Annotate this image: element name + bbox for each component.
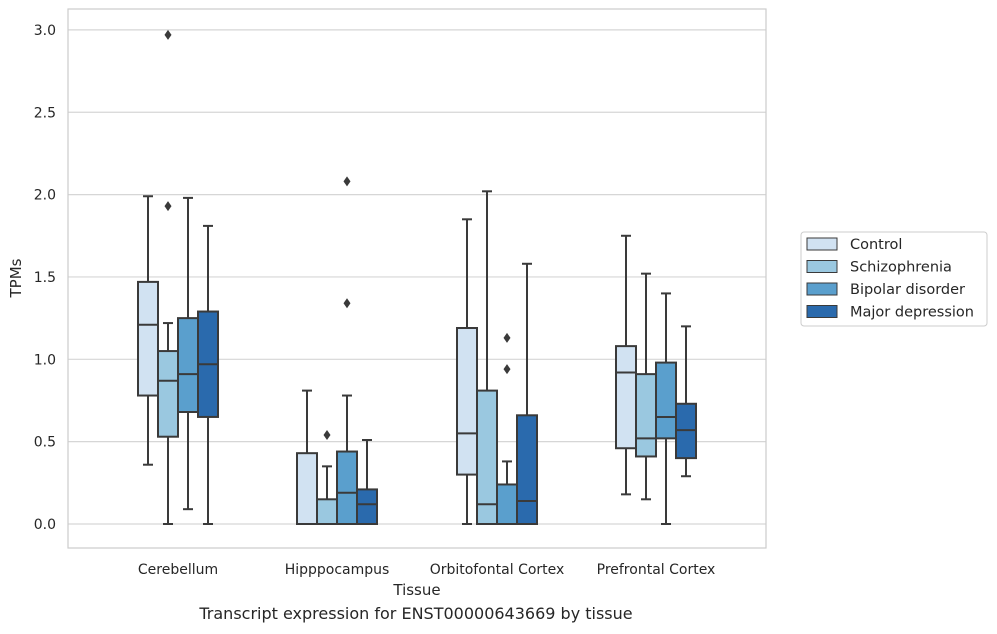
box <box>296 452 318 525</box>
box-group <box>456 218 478 525</box>
box <box>516 414 538 526</box>
box-group <box>615 234 637 496</box>
box-group <box>675 325 697 478</box>
chart-caption: Transcript expression for ENST0000064366… <box>199 604 633 623</box>
box-group <box>655 292 677 525</box>
legend-swatch <box>806 305 838 318</box>
legend-label: Major depression <box>850 305 974 321</box>
grid-lines <box>68 29 766 525</box>
outlier-point <box>323 430 331 441</box>
legend-label: Bipolar disorder <box>850 282 965 298</box>
x-axis-label: Tissue <box>392 581 440 599</box>
y-tick-label: 2.5 <box>34 105 56 121</box>
y-tick-label: 0.5 <box>34 435 56 451</box>
box-group <box>177 196 199 511</box>
box <box>356 488 378 525</box>
y-tick-label: 1.5 <box>34 270 56 286</box>
y-axis-label: TPMs <box>7 258 25 298</box>
y-tick-label: 2.0 <box>34 188 56 204</box>
outlier-point <box>343 298 351 309</box>
box <box>476 389 498 525</box>
box <box>157 350 179 438</box>
legend-label: Control <box>850 237 902 253</box>
x-tick-label: Hipppocampus <box>285 562 390 578</box>
box <box>496 483 518 525</box>
box <box>615 345 637 450</box>
box <box>336 450 358 526</box>
box <box>137 280 159 397</box>
legend-frame <box>800 231 988 327</box>
outlier-point <box>164 201 172 212</box>
y-tick-label: 1.0 <box>34 352 56 368</box>
box-group <box>635 272 657 501</box>
y-tick-label: 0.0 <box>34 517 56 533</box>
y-tick-labels: 0.0 0.5 1.0 1.5 2.0 2.5 3.0 <box>34 23 56 533</box>
plot-frame <box>67 8 767 549</box>
outlier-point <box>503 332 511 343</box>
box <box>456 327 478 476</box>
legend-swatch <box>806 260 838 273</box>
outlier-point <box>164 29 172 40</box>
box-group <box>197 224 219 525</box>
legend-swatch <box>806 237 838 251</box>
box-group <box>516 262 538 526</box>
y-tick-label: 3.0 <box>34 23 56 39</box>
x-tick-label: Orbitofontal Cortex <box>430 562 565 578</box>
box <box>655 361 677 440</box>
outlier-point <box>503 364 511 375</box>
x-tick-label: Cerebellum <box>138 562 218 578</box>
outlier-point <box>343 176 351 187</box>
legend: Control Schizophrenia Bipolar disorder Majo… <box>800 231 988 327</box>
box-group <box>137 195 159 466</box>
legend-swatch <box>806 282 838 296</box>
box <box>177 317 199 414</box>
box-group <box>296 389 318 525</box>
box <box>635 373 657 458</box>
x-tick-label: Prefrontal Cortex <box>597 562 716 578</box>
box-group <box>476 190 498 525</box>
box-group <box>336 176 358 526</box>
box-group <box>356 439 378 525</box>
box-layer <box>137 29 697 526</box>
box-group <box>496 332 518 525</box>
box-group <box>157 29 179 525</box>
x-tick-labels: Cerebellum Hipppocampus Orbitofontal Corte… <box>138 562 715 578</box>
box-group <box>316 430 338 526</box>
legend-label: Schizophrenia <box>850 260 952 276</box>
box <box>316 498 338 526</box>
